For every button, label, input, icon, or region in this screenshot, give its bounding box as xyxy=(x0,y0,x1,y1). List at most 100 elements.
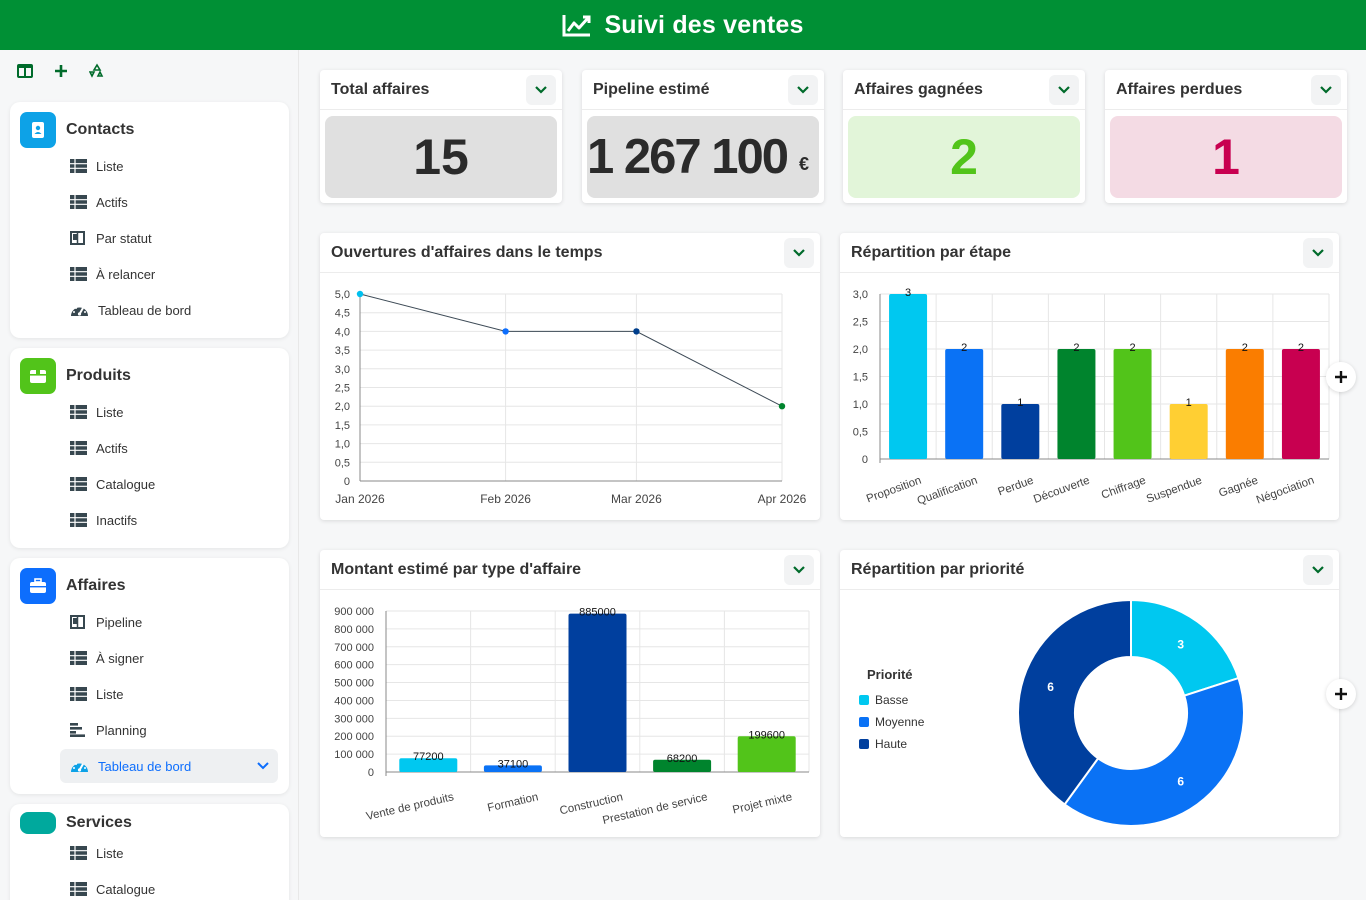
kanban-icon xyxy=(70,615,88,629)
add-widget-button[interactable] xyxy=(1326,679,1356,709)
kpi-title: Affaires perdues xyxy=(1116,80,1243,98)
plus-icon xyxy=(1335,371,1347,383)
data-point xyxy=(356,290,364,298)
y-tick-label: 700 000 xyxy=(334,642,374,654)
section-header[interactable]: Services xyxy=(20,812,132,834)
y-tick-label: 200 000 xyxy=(334,731,374,743)
nav-item-affaires-liste[interactable]: Liste xyxy=(60,677,278,711)
widget-menu-button[interactable] xyxy=(784,555,814,585)
contact-card-icon xyxy=(20,112,56,148)
table-icon xyxy=(70,195,88,209)
chart-title: Répartition par étape xyxy=(851,243,1012,261)
legend-title: Priorité xyxy=(867,667,913,682)
section-header[interactable]: Contacts xyxy=(20,112,134,148)
sidebar-section-produits: Produits Liste Actifs Catalogue Inactifs xyxy=(10,348,289,548)
legend-swatch xyxy=(859,717,869,727)
table-icon xyxy=(70,687,88,701)
widget-repartition-etape: Répartition par étape 0 0,5 1,0 1,5 2,0 2,5 3,… xyxy=(840,233,1339,520)
add-widget-button[interactable] xyxy=(1326,362,1356,392)
chevron-down-icon xyxy=(793,249,805,257)
section-title: Services xyxy=(66,814,132,831)
y-tick-label: 5,0 xyxy=(335,289,350,301)
widget-menu-button[interactable] xyxy=(1049,75,1079,105)
widget-menu-button[interactable] xyxy=(788,75,818,105)
data-point xyxy=(502,328,509,335)
y-tick-label: 3,5 xyxy=(335,345,350,357)
y-tick-label: 0,5 xyxy=(335,457,350,469)
series-line xyxy=(359,293,783,407)
bar xyxy=(737,736,796,772)
legend-label: Basse xyxy=(875,693,909,707)
nav-item-produits-catalogue[interactable]: Catalogue xyxy=(60,467,278,501)
y-tick-label: 4,0 xyxy=(335,326,350,338)
add-button[interactable] xyxy=(46,60,76,82)
gantt-icon xyxy=(70,723,88,737)
y-tick-label: 600 000 xyxy=(334,660,374,672)
stage-bar-chart: 0 0,5 1,0 1,5 2,0 2,5 3,0 3 Proposition 2 Qualific… xyxy=(853,287,1330,507)
table-icon xyxy=(70,651,88,665)
nav-item-contacts-actifs[interactable]: Actifs xyxy=(60,185,278,219)
recycle-button[interactable] xyxy=(82,60,112,82)
kpi-unit: € xyxy=(799,153,810,174)
priority-donut-chart: 3 6 6 Priorité Basse Moyenne Haute xyxy=(859,598,1245,827)
slice-label: 6 xyxy=(1047,680,1054,694)
kpi-value: 1 267 100 xyxy=(587,130,789,184)
nav-item-produits-liste[interactable]: Liste xyxy=(60,395,278,429)
bar xyxy=(1057,349,1096,459)
type-bar-chart: 0 100 000 200 000 300 000 400 000 500 000 600 … xyxy=(334,606,810,827)
table-icon xyxy=(70,477,88,491)
nav-item-contacts-liste[interactable]: Liste xyxy=(60,149,278,183)
gauge-icon xyxy=(70,758,90,774)
nav-item-services-catalogue[interactable]: Catalogue xyxy=(60,872,278,900)
nav-item-affaires-tableau-de-bord[interactable]: Tableau de bord xyxy=(60,749,278,783)
x-tick-label: Jan 2026 xyxy=(335,492,385,506)
chevron-down-icon[interactable] xyxy=(256,759,270,774)
nav-item-contacts-a-relancer[interactable]: À relancer xyxy=(60,257,278,291)
y-tick-label: 4,5 xyxy=(335,308,350,320)
y-tick-label: 1,5 xyxy=(853,372,868,384)
services-icon xyxy=(20,812,56,834)
legend-label: Haute xyxy=(875,737,907,751)
y-tick-label: 3,0 xyxy=(335,364,350,376)
category-label: Chiffrage xyxy=(1100,475,1148,502)
nav-item-services-liste[interactable]: Liste xyxy=(60,836,278,870)
category-label: Négociation xyxy=(1255,475,1316,507)
bar xyxy=(945,349,984,459)
table-icon xyxy=(70,159,88,173)
data-label: 885000 xyxy=(579,607,616,619)
kpi-affaires-gagnees: Affaires gagnées 2 xyxy=(843,70,1085,203)
data-label: 3 xyxy=(905,287,911,299)
widget-menu-button[interactable] xyxy=(1303,555,1333,585)
nav-item-affaires-pipeline[interactable]: Pipeline xyxy=(60,605,278,639)
section-header[interactable]: Affaires xyxy=(20,568,126,604)
widget-menu-button[interactable] xyxy=(1311,75,1341,105)
kpi-affaires-perdues: Affaires perdues 1 xyxy=(1105,70,1347,203)
kpi-value: 15 xyxy=(413,129,469,185)
widget-menu-button[interactable] xyxy=(784,238,814,268)
bar xyxy=(1169,404,1208,459)
nav-item-produits-inactifs[interactable]: Inactifs xyxy=(60,503,278,537)
y-tick-label: 800 000 xyxy=(334,624,374,636)
widget-menu-button[interactable] xyxy=(1303,238,1333,268)
bar xyxy=(1225,349,1264,459)
nav-item-contacts-par-statut[interactable]: Par statut xyxy=(60,221,278,255)
chart-title: Répartition par priorité xyxy=(851,560,1025,578)
layout-toggle-button[interactable] xyxy=(10,60,40,82)
nav-item-produits-actifs[interactable]: Actifs xyxy=(60,431,278,465)
box-icon xyxy=(20,358,56,394)
kpi-value: 1 xyxy=(1212,129,1240,185)
chart-title: Montant estimé par type d'affaire xyxy=(331,560,582,578)
x-tick-label: Feb 2026 xyxy=(480,492,531,506)
section-header[interactable]: Produits xyxy=(20,358,131,394)
nav-item-contacts-tableau-de-bord[interactable]: Tableau de bord xyxy=(60,293,278,327)
nav-item-affaires-a-signer[interactable]: À signer xyxy=(60,641,278,675)
y-tick-label: 500 000 xyxy=(334,678,374,690)
widget-menu-button[interactable] xyxy=(526,75,556,105)
columns-icon xyxy=(17,64,33,78)
slice-label: 6 xyxy=(1177,774,1184,788)
y-tick-label: 1,0 xyxy=(335,439,350,451)
recycle-icon xyxy=(89,63,104,78)
nav-item-affaires-planning[interactable]: Planning xyxy=(60,713,278,747)
chevron-down-icon xyxy=(1312,249,1324,257)
widget-repartition-priorite: Répartition par priorité 3 6 6 Priorité Bass… xyxy=(840,550,1339,837)
